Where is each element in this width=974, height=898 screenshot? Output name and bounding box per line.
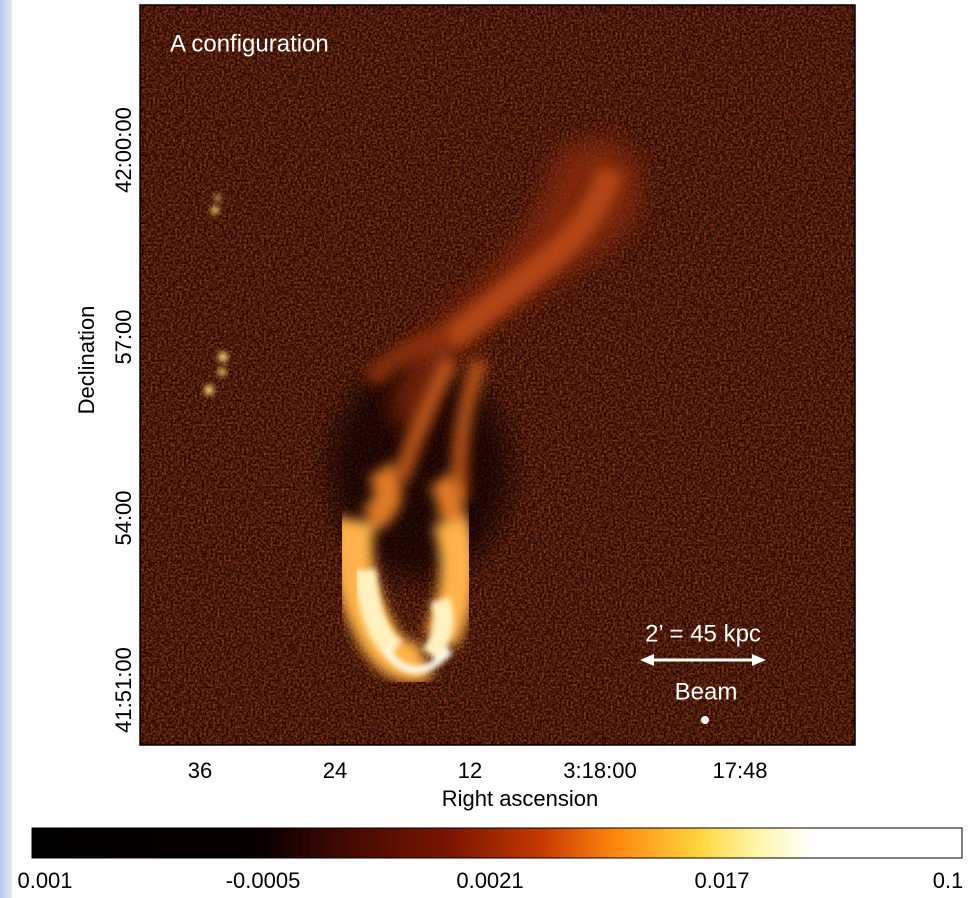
y-axis-label: Declination [74,306,99,415]
y-tick-label: 57:00 [111,309,136,364]
x-tick-label: 24 [323,758,347,783]
colorbar-tick-label: 0.017 [694,868,749,893]
colorbar-tick-label: 0.0021 [456,868,523,893]
colorbar [31,827,963,859]
y-tick-label: 41:51:00 [111,647,136,733]
x-tick-label: 3:18:00 [563,758,636,783]
scale-label: 2’ = 45 kpc [645,620,761,647]
beam-label: Beam [675,678,738,705]
scale-arrow [640,654,766,666]
y-ticks: 42:00:00 57:00 54:00 41:51:00 [111,107,136,733]
colorbar-tick-label: -0.0005 [226,868,301,893]
y-tick-label: 42:00:00 [111,107,136,193]
x-ticks: 36 24 12 3:18:00 17:48 [188,758,768,783]
side-strip [0,0,12,898]
panel-label: A configuration [170,30,329,57]
ticks [140,5,855,745]
x-tick-label: 36 [188,758,212,783]
colorbar-ticks: 0.001 -0.0005 0.0021 0.017 0.1 [17,868,963,893]
frame [139,4,856,746]
colorbar-tick-label: 0.1 [933,868,964,893]
x-axis-label: Right ascension [442,786,599,811]
radio-image [140,5,855,745]
beam [701,716,709,724]
y-tick-label: 54:00 [111,490,136,545]
x-tick-label: 17:48 [712,758,767,783]
x-tick-label: 12 [458,758,482,783]
colorbar-tick-label: 0.001 [17,868,72,893]
